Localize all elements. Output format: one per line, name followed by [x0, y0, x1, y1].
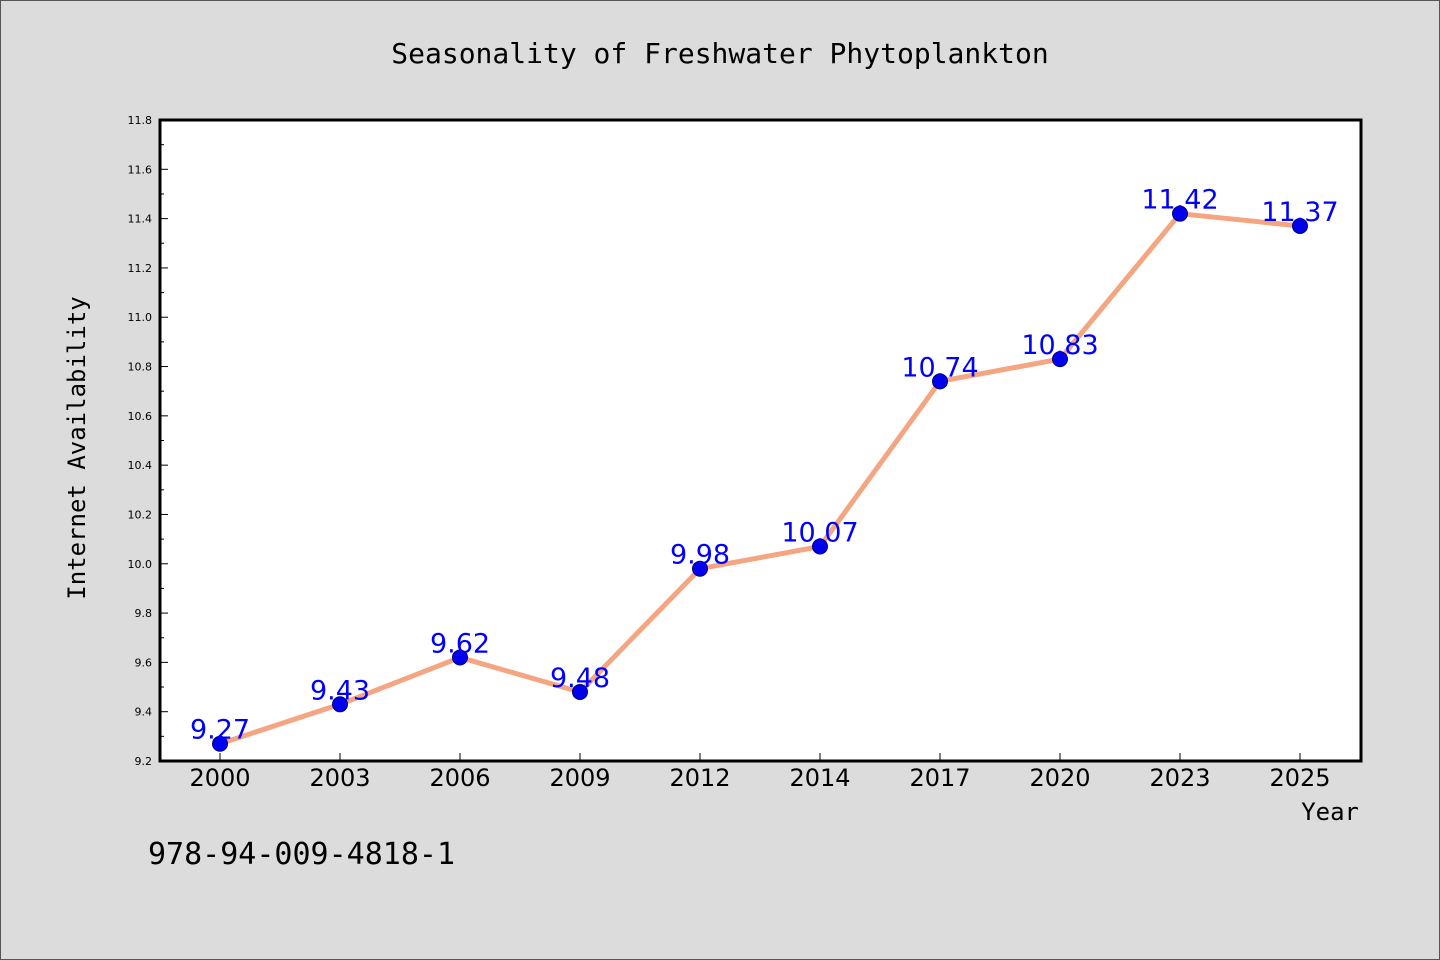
y-tick-label: 10.4 [128, 459, 153, 472]
x-tick-label: 2012 [669, 764, 730, 792]
y-tick-label: 11.8 [128, 114, 153, 127]
x-tick-label: 2003 [309, 764, 370, 792]
data-point [1292, 218, 1308, 235]
data-label: 9.98 [670, 540, 730, 571]
data-label: 9.27 [190, 715, 250, 746]
data-label: 10.07 [781, 518, 858, 549]
x-tick-label: 2000 [189, 764, 250, 792]
y-tick-label: 9.6 [135, 656, 153, 669]
y-tick-label: 11.6 [128, 163, 153, 176]
data-point [452, 649, 468, 666]
data-label: 9.62 [430, 628, 490, 659]
y-tick-label: 10.8 [128, 361, 153, 374]
y-tick-label: 10.2 [128, 508, 153, 521]
data-label: 9.43 [310, 675, 370, 706]
data-label: 9.48 [550, 663, 610, 694]
data-point [212, 735, 228, 752]
isbn-text: 978-94-009-4818-1 [148, 837, 455, 872]
plot-area [158, 118, 1363, 763]
data-label: 10.83 [1021, 330, 1098, 361]
y-tick-label: 9.2 [135, 755, 153, 768]
x-tick-label: 2020 [1029, 764, 1090, 792]
data-label: 11.37 [1261, 197, 1338, 228]
x-tick-label: 2017 [909, 764, 970, 792]
data-point [1052, 351, 1068, 368]
y-tick-label: 11.0 [128, 311, 153, 324]
x-tick-label: 2009 [549, 764, 610, 792]
data-point [932, 373, 948, 390]
data-point [572, 683, 588, 700]
y-axis: 9.2 9.4 9.6 9.8 10.0 10.2 10.4 10.6 10.8 11.0 11.2… [128, 114, 168, 768]
y-tick-label: 10.0 [128, 558, 153, 571]
y-tick-label: 10.6 [128, 410, 153, 423]
series-markers [212, 205, 1308, 752]
chart-title: Seasonality of Freshwater Phytoplankton [391, 37, 1048, 70]
x-axis: 2000 2003 2006 2009 2012 2014 2017 2020 2023 2025 [189, 753, 1331, 792]
x-tick-label: 2006 [429, 764, 490, 792]
x-axis-title: Year [1301, 798, 1359, 826]
data-label: 11.42 [1141, 185, 1218, 216]
data-point [1172, 205, 1188, 222]
x-tick-label: 2025 [1269, 764, 1330, 792]
line-path [219, 211, 1301, 747]
x-tick-label: 2014 [789, 764, 850, 792]
data-labels: 9.27 9.43 9.62 9.48 9.98 10.07 10.74 10.83 11.42… [190, 185, 1339, 746]
series-line [219, 211, 1301, 747]
y-tick-label: 11.2 [128, 262, 153, 275]
y-axis-title: Internet Availability [63, 296, 91, 599]
data-point [332, 696, 348, 713]
y-tick-label: 9.4 [135, 706, 153, 719]
y-tick-label: 9.8 [135, 607, 153, 620]
data-label: 10.74 [901, 352, 978, 383]
data-point [692, 560, 708, 577]
data-point [812, 538, 828, 555]
y-tick-label: 11.4 [128, 213, 153, 226]
x-tick-label: 2023 [1149, 764, 1210, 792]
